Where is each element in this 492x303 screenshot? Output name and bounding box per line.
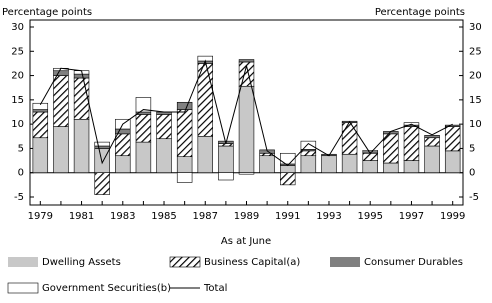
bar-segment — [73, 77, 90, 120]
legend-label: Consumer Durables — [364, 257, 463, 268]
x-tick-label: 1995 — [357, 211, 382, 222]
bar-segment — [156, 138, 172, 174]
bar-segment — [197, 135, 213, 174]
bar-segment — [135, 141, 152, 174]
y-tick-label: 30 — [11, 22, 24, 33]
bar-segment — [300, 140, 317, 150]
bar-segment — [94, 148, 110, 174]
bar-segment — [238, 59, 255, 63]
bar-segment — [32, 109, 49, 113]
bar-segment — [135, 114, 152, 143]
legend-label: Total — [203, 283, 227, 294]
bar-segment — [362, 160, 378, 174]
bar-segment — [176, 156, 193, 174]
bar-segment — [53, 70, 69, 76]
bar-segment — [176, 101, 193, 110]
bar-segment — [259, 155, 275, 174]
bar-segment — [321, 155, 337, 174]
x-tick-label: 1985 — [151, 211, 176, 222]
bar-segment — [444, 124, 461, 127]
y2-axis-title: Percentage points — [375, 7, 465, 18]
bar-segment — [238, 61, 255, 87]
bar-segment — [362, 152, 378, 161]
bar-segment — [280, 165, 296, 174]
bar-segment — [424, 135, 440, 139]
y-tick-label: -5 — [14, 192, 24, 203]
bar-segment — [362, 150, 378, 153]
x-tick-label: 1983 — [110, 211, 135, 222]
bar-segment — [32, 102, 49, 110]
y2-tick-label: 25 — [469, 46, 482, 57]
bar-segment — [280, 152, 296, 165]
bar-segment — [115, 155, 131, 174]
bar-segment — [73, 73, 90, 79]
bar-segment — [135, 97, 152, 113]
x-tick-label: 1987 — [193, 211, 218, 222]
y2-tick-label: 0 — [469, 168, 475, 179]
bar-segment — [218, 143, 234, 147]
bar-segment — [383, 162, 399, 174]
y2-tick-label: 15 — [469, 95, 482, 106]
y-tick-label: 20 — [11, 71, 24, 82]
bar-segment — [218, 172, 234, 181]
bar-segment — [32, 137, 49, 174]
legend-label: Government Securities(b) — [42, 283, 171, 294]
bar-segment — [94, 145, 110, 149]
y2-tick-label: 20 — [469, 71, 482, 82]
y-axis-title: Percentage points — [2, 7, 92, 18]
bar-segment — [424, 137, 440, 147]
bar-segment — [156, 114, 172, 140]
legend-swatch — [8, 257, 38, 267]
bar-segment — [383, 133, 399, 164]
y2-tick-label: -5 — [469, 192, 479, 203]
y2-tick-label: 30 — [469, 22, 482, 33]
bar-segment — [53, 75, 69, 127]
x-tick-label: 1981 — [69, 211, 94, 222]
legend-label: Dwelling Assets — [42, 257, 121, 268]
bar-segment — [115, 133, 131, 157]
bar-segment — [238, 85, 255, 174]
bar-segment — [424, 145, 440, 174]
x-axis-title: As at June — [221, 236, 271, 247]
bar-segment — [53, 126, 69, 174]
y-tick-label: 10 — [11, 119, 24, 130]
legend-label: Business Capital(a) — [204, 257, 300, 268]
bar-segment — [341, 122, 358, 155]
bar-segment — [238, 172, 255, 175]
legend-swatch — [7, 282, 39, 294]
x-tick-label: 1979 — [28, 211, 53, 222]
y-tick-label: 25 — [11, 46, 24, 57]
bar-segment — [300, 150, 317, 157]
y-tick-label: 5 — [18, 143, 24, 154]
x-tick-label: 1991 — [275, 211, 300, 222]
total-line — [39, 59, 453, 167]
bar-segment — [444, 150, 461, 174]
bar-segment — [94, 141, 110, 147]
bar-segment — [444, 126, 461, 152]
legend-swatch — [330, 257, 360, 267]
bar-segment — [176, 109, 193, 157]
bar-segment — [94, 172, 110, 195]
bar-segment — [176, 172, 193, 183]
y2-tick-label: 5 — [469, 143, 475, 154]
legend-swatch — [169, 256, 201, 268]
bar-segment — [218, 145, 234, 174]
y2-tick-label: 10 — [469, 119, 482, 130]
y-tick-label: 0 — [18, 168, 24, 179]
bar-segment — [32, 111, 49, 139]
bar-segment — [403, 126, 420, 161]
y-tick-label: 15 — [11, 95, 24, 106]
bar-segment — [341, 153, 358, 174]
x-tick-label: 1993 — [316, 211, 341, 222]
bar-segment — [280, 172, 296, 186]
bar-segment — [73, 118, 90, 174]
x-tick-label: 1989 — [234, 211, 259, 222]
x-tick-label: 1999 — [440, 211, 465, 222]
x-tick-label: 1997 — [399, 211, 424, 222]
bar-segment — [300, 155, 317, 174]
bar-segment — [403, 160, 420, 174]
